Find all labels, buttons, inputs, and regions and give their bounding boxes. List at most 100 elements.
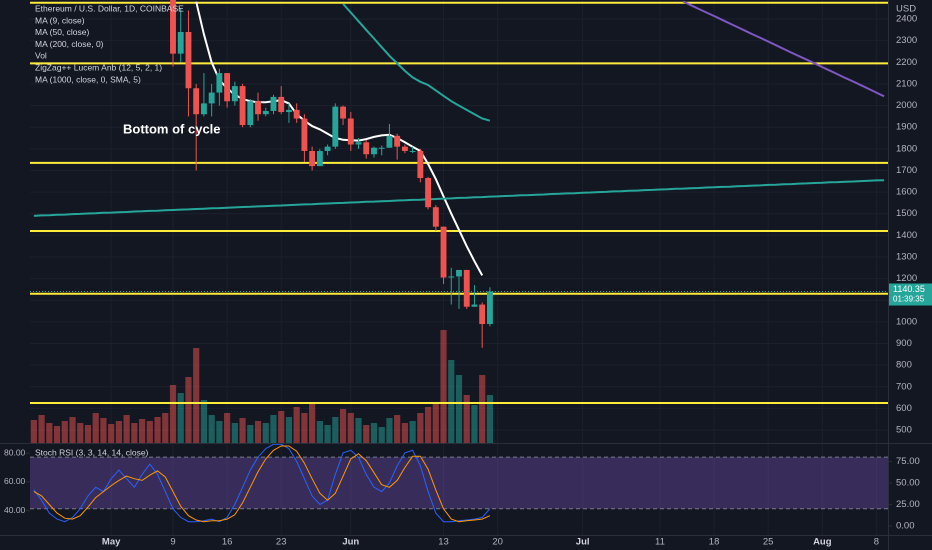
legend-entry: ZigZag++ Lucem Anb (12, 5, 2, 1) bbox=[35, 62, 162, 72]
candle-body bbox=[479, 304, 486, 325]
y-tick-label: 500 bbox=[896, 425, 912, 436]
volume-bar bbox=[316, 421, 323, 443]
candle-body bbox=[208, 92, 215, 104]
volume-bar bbox=[386, 418, 393, 443]
legend-entry: Vol bbox=[35, 51, 47, 61]
stoch-tick-label: 0.00 bbox=[896, 520, 915, 531]
x-tick-label: Jun bbox=[342, 537, 359, 548]
volume-bar bbox=[378, 427, 385, 443]
ma-line bbox=[682, 0, 885, 98]
volume-bar bbox=[455, 375, 463, 443]
volume-bar bbox=[177, 393, 184, 443]
volume-bar bbox=[84, 425, 92, 443]
volume-bar bbox=[193, 348, 200, 443]
volume-bar bbox=[424, 407, 432, 443]
y-tick-label: 2200 bbox=[896, 57, 917, 68]
ma-line bbox=[342, 3, 491, 122]
y-tick-label: 900 bbox=[896, 338, 912, 349]
candle-body bbox=[486, 291, 493, 325]
volume-bar bbox=[347, 413, 354, 443]
volume-bar bbox=[247, 425, 254, 443]
volume-bar bbox=[293, 407, 300, 443]
volume-bar bbox=[394, 415, 401, 443]
volume-bar bbox=[77, 423, 84, 443]
volume-bar bbox=[123, 415, 130, 443]
x-tick-label: 13 bbox=[438, 537, 449, 548]
volume-bar bbox=[409, 421, 416, 443]
x-tick-label: Jul bbox=[576, 537, 590, 548]
y-tick-label: 1700 bbox=[896, 165, 917, 176]
volume-bar bbox=[463, 395, 470, 443]
volume-bar bbox=[479, 375, 486, 443]
stoch-left-tick-label: 80.00 bbox=[4, 447, 26, 457]
volume-bar bbox=[301, 413, 308, 443]
legend-entry: MA (200, close, 0) bbox=[35, 39, 104, 49]
volume-bar bbox=[401, 423, 408, 443]
y-tick-label: 800 bbox=[896, 360, 912, 371]
stoch-tick-label: 25.00 bbox=[896, 499, 920, 510]
volume-bar bbox=[262, 423, 269, 443]
candle-body bbox=[394, 135, 401, 147]
stoch-line bbox=[33, 445, 491, 523]
stoch-tick-label: 50.00 bbox=[896, 477, 920, 488]
x-tick-label: 9 bbox=[170, 537, 175, 548]
legend-entry: MA (1000, close, 0, SMA, 5) bbox=[35, 74, 141, 84]
candle-body bbox=[324, 146, 331, 151]
candle-body bbox=[185, 32, 192, 89]
candle-body bbox=[278, 96, 285, 113]
candle-body bbox=[347, 118, 354, 145]
volume-bar bbox=[370, 423, 378, 443]
candle-body bbox=[200, 103, 207, 115]
volume-bar bbox=[100, 418, 107, 443]
y-tick-label: 1900 bbox=[896, 122, 917, 133]
volume-bar bbox=[363, 425, 370, 443]
candle-body bbox=[471, 304, 478, 307]
countdown-label: 01:39:35 bbox=[893, 295, 925, 304]
candle-body bbox=[440, 226, 447, 278]
candle-body bbox=[231, 86, 238, 102]
stoch-layer bbox=[30, 444, 888, 523]
y-tick-label: 1300 bbox=[896, 251, 917, 262]
ma-line bbox=[33, 179, 885, 217]
candle-body bbox=[340, 106, 346, 119]
legend-entry: MA (9, close) bbox=[35, 15, 85, 25]
candle-body bbox=[286, 109, 292, 113]
volume-bar bbox=[131, 423, 138, 443]
x-tick-label: May bbox=[102, 537, 121, 548]
volume-bar bbox=[448, 360, 455, 443]
volume-bar bbox=[355, 418, 362, 443]
y-tick-label: 1800 bbox=[896, 143, 917, 154]
x-tick-label: Aug bbox=[813, 537, 832, 548]
labels: USD Ethereum / U.S. Dollar, 1D, COINBASE… bbox=[4, 0, 920, 548]
x-tick-label: 25 bbox=[763, 537, 774, 548]
volume-bar bbox=[138, 419, 146, 443]
candle-body bbox=[371, 147, 377, 155]
stoch-band bbox=[30, 457, 888, 509]
price-layer bbox=[30, 0, 888, 404]
volume-bar bbox=[332, 417, 339, 443]
y-tick-label: 2100 bbox=[896, 78, 917, 89]
x-tick-label: 23 bbox=[276, 537, 287, 548]
volume-bar bbox=[53, 426, 61, 443]
candle-body bbox=[386, 135, 393, 148]
stoch-tick-label: 75.00 bbox=[896, 456, 920, 467]
price-tag-label: 1140.35 bbox=[893, 284, 925, 294]
annotation: Bottom of cycle bbox=[123, 121, 221, 136]
candle-body bbox=[425, 178, 432, 208]
candle-body bbox=[262, 110, 269, 115]
candle-body bbox=[293, 109, 300, 119]
candle-body bbox=[170, 0, 176, 54]
y-tick-label: 2000 bbox=[896, 100, 917, 111]
y-tick-label: 1200 bbox=[896, 273, 917, 284]
candle-body bbox=[378, 147, 385, 149]
candle-body bbox=[409, 150, 416, 152]
volume-bar bbox=[61, 421, 68, 443]
volume-bar bbox=[154, 417, 161, 443]
volume-bar bbox=[46, 423, 53, 443]
candle-body bbox=[363, 142, 370, 155]
stoch-left-tick-label: 40.00 bbox=[4, 505, 26, 515]
volume-bar bbox=[278, 411, 285, 443]
stoch-title: Stoch RSI (3, 3, 14, 14, close) bbox=[35, 447, 149, 457]
volume-bar bbox=[115, 421, 122, 443]
